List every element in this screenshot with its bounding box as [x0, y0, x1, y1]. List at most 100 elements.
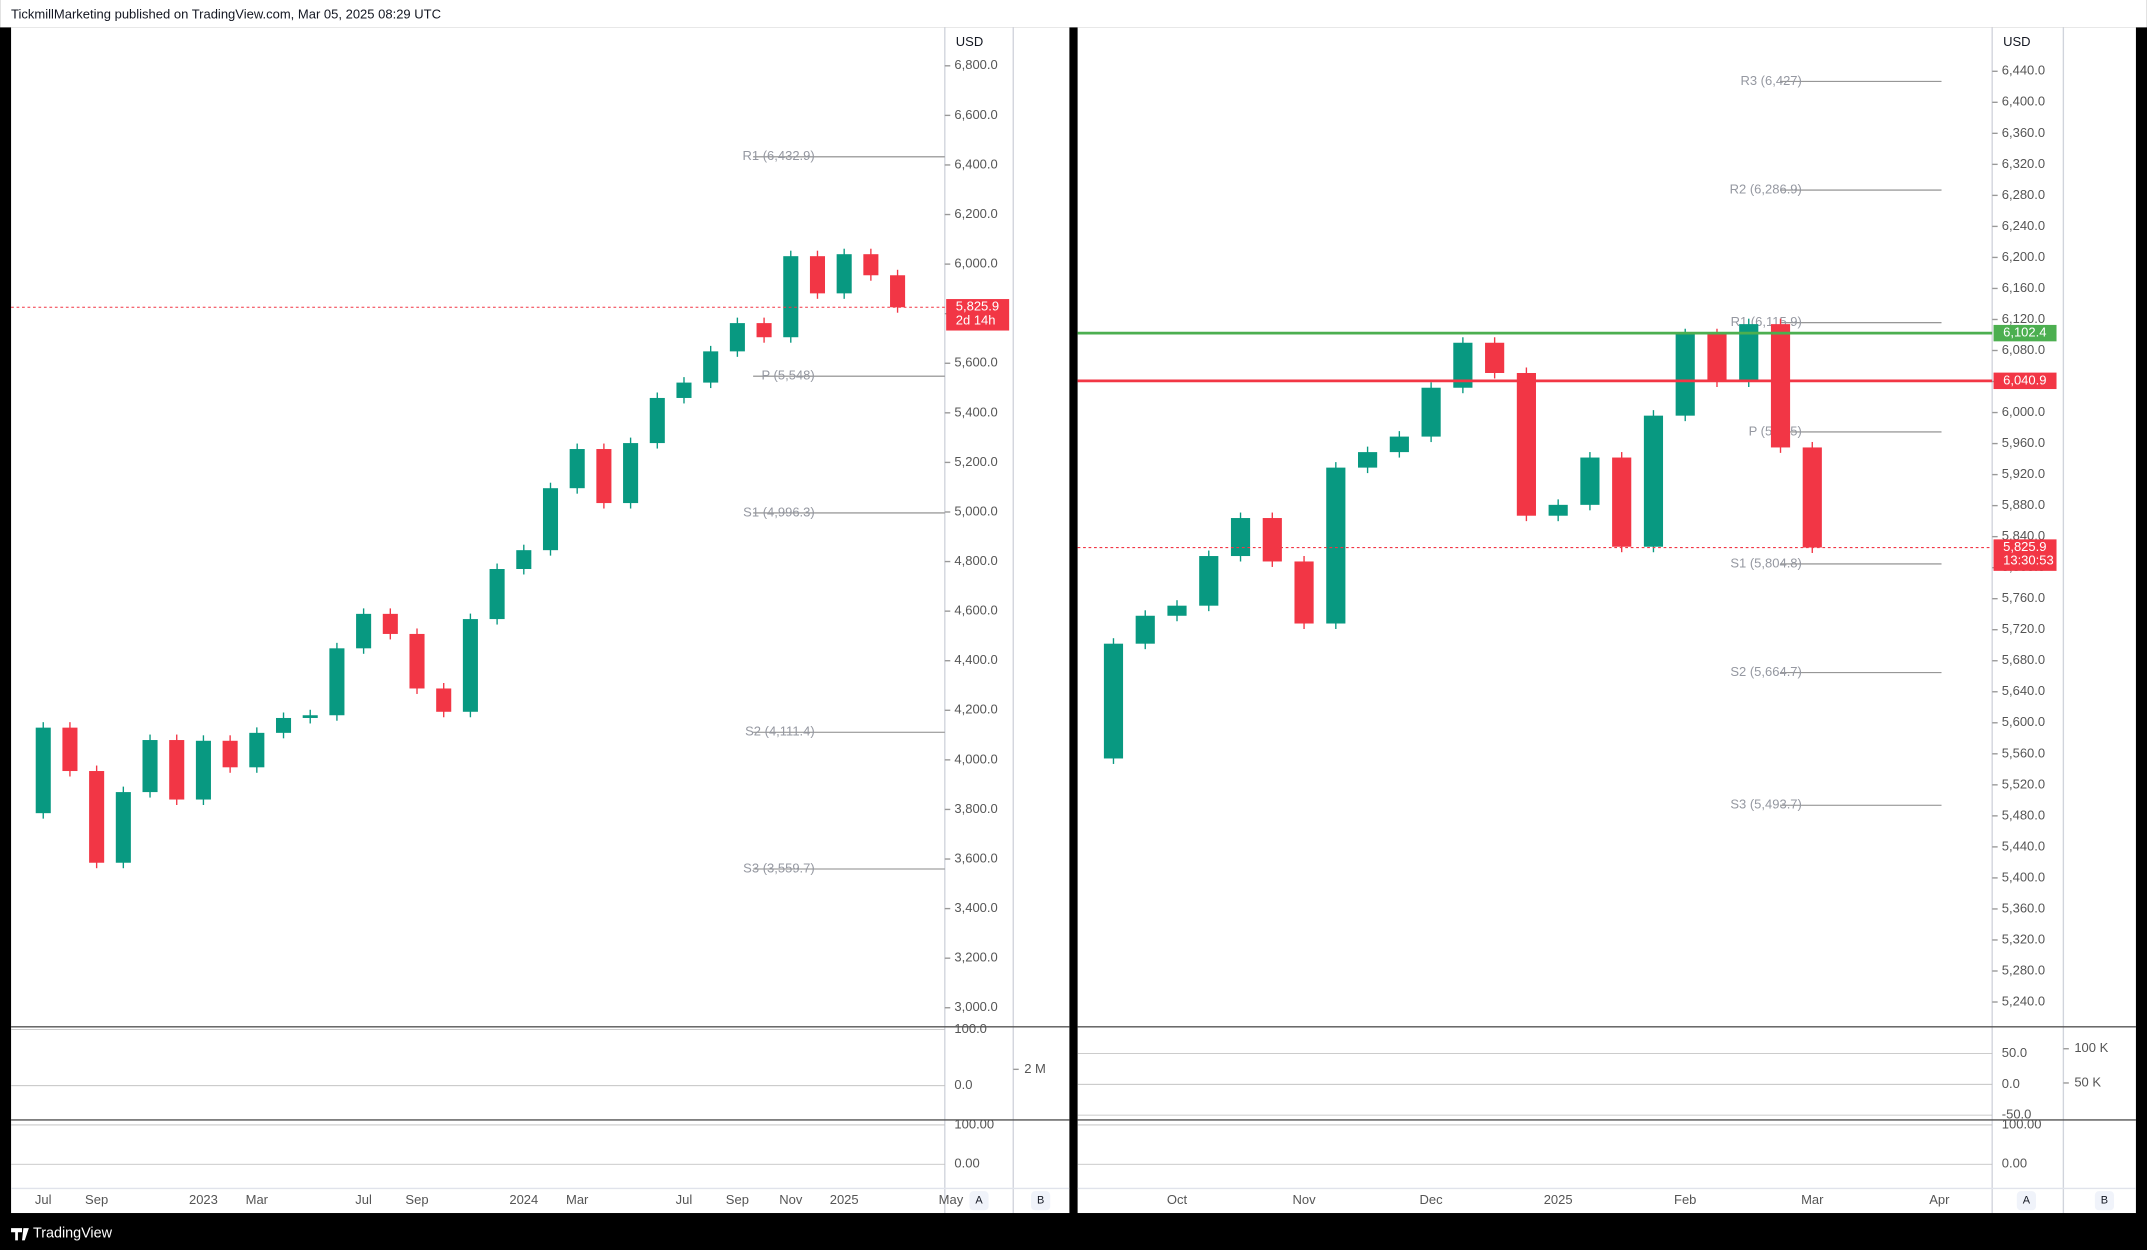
candle-body	[1103, 643, 1124, 759]
candle-body	[729, 323, 745, 352]
price-tag	[1993, 539, 2057, 571]
y-tick-label: 5,600.0	[2002, 714, 2045, 729]
scale-button[interactable]	[2016, 1191, 2036, 1211]
y-tick-label: 5,960.0	[2002, 435, 2045, 450]
candle-body	[1389, 436, 1409, 453]
pivot-label: R2 (6,286.9)	[1730, 181, 1802, 196]
pivot-label: R3 (6,427)	[1740, 73, 1801, 88]
y-tick-label: 5,400.0	[2002, 869, 2045, 884]
candle-body	[1612, 457, 1632, 547]
footer-bar	[0, 1214, 2147, 1250]
y-tick-label: 5,840.0	[2002, 528, 2045, 543]
plot-area	[1077, 27, 2136, 1214]
price-tag	[1993, 372, 2057, 390]
y-tick-label: 3,400.0	[954, 900, 997, 915]
logo	[11, 1228, 29, 1241]
candle-body	[489, 569, 505, 620]
x-tick-label: Nov	[1292, 1192, 1316, 1207]
candle-body	[596, 449, 612, 504]
candle-body	[1167, 605, 1187, 616]
y-tick-label: 6,440.0	[2002, 63, 2045, 78]
candle-body	[1548, 504, 1568, 516]
scale-button[interactable]	[969, 1191, 989, 1211]
x-tick-label: Nov	[779, 1192, 803, 1207]
candle-body	[35, 727, 51, 814]
candle-body	[222, 740, 238, 768]
y-tick-label: 6,600.0	[954, 107, 997, 122]
y-tick-label: 5,240.0	[2002, 993, 2045, 1008]
candle-body	[1294, 561, 1314, 624]
y-tick-label: 2 M	[1024, 1061, 1046, 1076]
y-tick-label: 3,000.0	[954, 999, 997, 1014]
pivot-label: S1 (4,996.3)	[743, 504, 815, 519]
price-tag-label: 5,825.9	[2003, 539, 2046, 554]
candle-body	[1802, 447, 1822, 548]
candle-body	[275, 717, 292, 733]
candle-body	[169, 740, 185, 800]
candle-body	[249, 732, 265, 768]
candle-body	[1421, 387, 1441, 437]
header-bar	[0, 0, 2147, 28]
y-tick-label: 5,000.0	[954, 503, 997, 518]
y-tick-label: 6,800.0	[954, 57, 997, 72]
price-tag-sub: 2d 14h	[956, 312, 996, 327]
candle-body	[783, 256, 799, 338]
x-tick-label: Sep	[726, 1192, 749, 1207]
y-tick-label: 5,920.0	[2002, 466, 2045, 481]
x-tick-label: Sep	[85, 1192, 108, 1207]
scale-button-label: B	[2101, 1195, 2108, 1207]
y-tick-label: 6,080.0	[2002, 342, 2045, 357]
candle-body	[142, 740, 158, 793]
currency-label: USD	[2003, 34, 2030, 49]
scale-button[interactable]	[1031, 1191, 1051, 1211]
x-tick-label: 2023	[189, 1192, 218, 1207]
candle-body	[836, 254, 852, 294]
currency-label: USD	[956, 34, 983, 49]
candle-body	[623, 443, 639, 504]
pivot-label: S3 (3,559.7)	[743, 860, 815, 875]
x-tick-label: 2024	[509, 1192, 538, 1207]
candle-body	[569, 449, 585, 489]
y-tick-label: 4,200.0	[954, 702, 997, 717]
x-tick-label: 2025	[830, 1192, 859, 1207]
footer-brand: TradingView	[33, 1225, 113, 1241]
pivot-label: R1 (6,432.9)	[742, 148, 814, 163]
x-tick-label: Mar	[246, 1192, 269, 1207]
scale-button[interactable]	[2094, 1191, 2115, 1211]
candle-body	[115, 792, 131, 863]
y-tick-label: 6,400.0	[954, 156, 997, 171]
pivot-label: P (5,548)	[761, 368, 814, 383]
y-tick-label: 4,800.0	[954, 553, 997, 568]
y-tick-label: 5,880.0	[2002, 497, 2045, 512]
candle-body	[1643, 415, 1664, 547]
scale-button-label: A	[2023, 1195, 2031, 1207]
y-tick-label: 4,400.0	[954, 652, 997, 667]
x-tick-label: Mar	[1801, 1192, 1824, 1207]
y-tick-label: 6,240.0	[2002, 218, 2045, 233]
panel: USD 3,000.0 3,200.0 3,400.0 3,600.0 3,800.0 4,…	[11, 27, 1070, 1214]
y-tick-label: 4,000.0	[954, 751, 997, 766]
y-tick-label: 5,280.0	[2002, 962, 2045, 977]
price-tag-label: 6,040.9	[2003, 372, 2046, 387]
y-tick-label: 3,200.0	[954, 950, 997, 965]
x-tick-label: Jul	[676, 1192, 693, 1207]
pivot-label: S2 (4,111.4)	[745, 724, 815, 739]
y-tick-label: 5,720.0	[2002, 621, 2045, 636]
y-tick-label: 100.0	[954, 1021, 987, 1036]
y-tick-label: 6,160.0	[2002, 280, 2045, 295]
price-tag-label: 6,102.4	[2003, 325, 2046, 340]
y-tick-label: 5,600.0	[954, 355, 997, 370]
price-tag-sub: 13:30:53	[2003, 553, 2054, 568]
price-tag-label: 5,825.9	[956, 299, 999, 314]
y-tick-label: 50 K	[2074, 1074, 2101, 1089]
y-tick-label: 6,200.0	[2002, 249, 2045, 264]
candle-body	[1199, 556, 1219, 606]
x-tick-label: Apr	[1929, 1192, 1950, 1207]
y-tick-label: 6,120.0	[2002, 311, 2045, 326]
pivot-label: S3 (5,493.7)	[1730, 797, 1802, 812]
x-tick-label: Sep	[405, 1192, 428, 1207]
candle-body	[329, 648, 345, 716]
y-tick-label: 5,760.0	[2002, 590, 2045, 605]
